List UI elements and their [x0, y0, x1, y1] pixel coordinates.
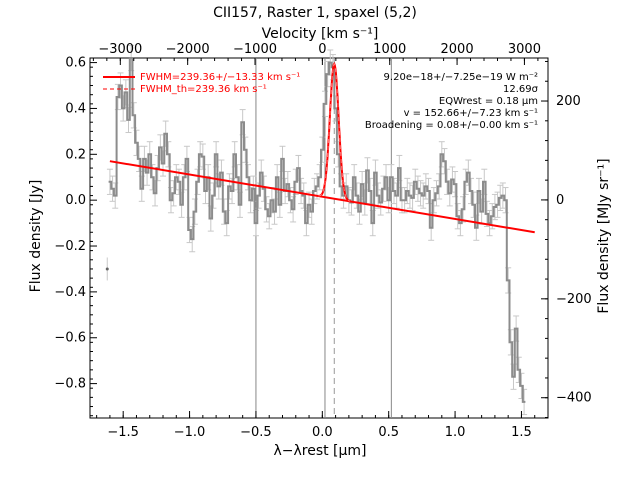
annotation-broadening: Broadening = 0.08+/−0.00 km s⁻¹: [365, 120, 538, 131]
y2-tick-label: 0: [556, 193, 564, 208]
axis-ticks: [90, 58, 548, 419]
x2-tick-label: −1000: [233, 42, 277, 57]
chart-title: CII157, Raster 1, spaxel (5,2): [213, 5, 417, 21]
spectrum-line: [108, 57, 526, 403]
continuum-fit: [109, 160, 535, 234]
y2-tick-label: −400: [556, 391, 592, 406]
tick-labels: −1.5 −1.0 −0.5 0.0 0.5 1.0 1.5−3000 −2000 −1000 0…: [54, 42, 591, 440]
y-tick-label: −0.4: [54, 285, 86, 300]
y-axis-title: Flux density [Jy]: [28, 180, 44, 293]
y-tick-label: 0.2: [65, 147, 86, 162]
x-tick-label: 0.5: [378, 425, 399, 440]
annotations: 9.20e−18+/−7.25e−19 W m⁻² 12.69σ EQWrest…: [365, 72, 539, 131]
x2-tick-label: 2000: [441, 42, 474, 57]
y2-tick-label: 200: [556, 94, 581, 109]
x2-tick-label: −3000: [98, 42, 142, 57]
annotation-sigma: 12.69σ: [503, 84, 539, 95]
x-tick-label: −1.5: [107, 425, 139, 440]
x-tick-label: 1.0: [445, 425, 466, 440]
top-axis-title: Velocity [km s⁻¹]: [262, 26, 379, 42]
y-tick-label: 0.4: [65, 101, 86, 116]
x-tick-label: 0.0: [312, 425, 333, 440]
x-tick-label: −0.5: [240, 425, 272, 440]
y2-tick-label: −200: [556, 292, 592, 307]
legend-dashed-label: FWHM_th=239.36 km s⁻¹: [140, 84, 267, 95]
x-tick-label: 1.5: [511, 425, 532, 440]
annotation-velocity: v = 152.66+/−7.23 km s⁻¹: [404, 108, 538, 119]
y-tick-label: 0.6: [65, 56, 86, 71]
annotation-flux: 9.20e−18+/−7.25e−19 W m⁻²: [384, 72, 538, 83]
isolated-point: [105, 267, 109, 271]
legend-solid-label: FWHM=239.36+/−13.33 km s⁻¹: [140, 72, 300, 83]
x2-tick-label: 1000: [373, 42, 406, 57]
x-axis-title: λ−λrest [µm]: [273, 443, 366, 459]
x2-tick-label: 3000: [508, 42, 541, 57]
y-tick-label: −0.6: [54, 331, 86, 346]
annotation-eqw: EQWrest = 0.18 µm: [439, 96, 538, 107]
right-axis-title: Flux density [MJy sr⁻¹]: [596, 158, 612, 313]
fit-lines: [109, 61, 535, 234]
x-tick-label: −1.0: [174, 425, 206, 440]
y-tick-label: −0.2: [54, 239, 86, 254]
gaussian-theoretical-fit: [318, 62, 351, 202]
plot-frame: [89, 57, 549, 419]
legend: FWHM=239.36+/−13.33 km s⁻¹ FWHM_th=239.3…: [103, 72, 300, 95]
y-tick-label: 0.0: [65, 193, 86, 208]
spectrum-series: [105, 57, 526, 403]
x2-tick-label: −2000: [166, 42, 210, 57]
x2-tick-label: 0: [318, 42, 326, 57]
vertical-markers: [255, 58, 392, 418]
y-tick-label: −0.8: [54, 377, 86, 392]
